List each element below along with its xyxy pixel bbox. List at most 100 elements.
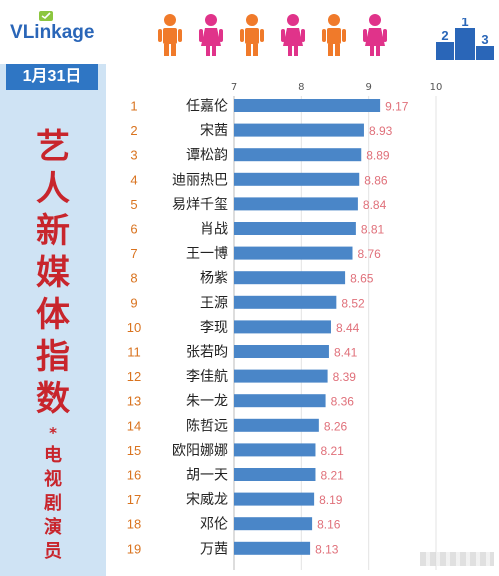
rank-label: 6 bbox=[130, 222, 137, 237]
rank-label: 5 bbox=[130, 197, 137, 212]
value-label: 8.44 bbox=[336, 321, 360, 335]
logo-rest: Linkage bbox=[22, 22, 95, 43]
date-label: 1月31日 bbox=[6, 64, 98, 90]
rank-label: 8 bbox=[130, 271, 137, 286]
category-label: 张若昀 bbox=[186, 345, 228, 361]
person-orange-icon bbox=[322, 14, 346, 56]
rank-label: 16 bbox=[127, 468, 141, 483]
podium-icon: 2 1 3 bbox=[436, 18, 494, 60]
rank-label: 19 bbox=[127, 541, 141, 556]
title-char: 指 bbox=[36, 337, 70, 377]
podium-number: 2 bbox=[441, 28, 448, 43]
bar bbox=[234, 123, 364, 137]
value-label: 8.39 bbox=[333, 370, 357, 384]
category-label: 万茜 bbox=[200, 541, 228, 557]
logo-badge-icon bbox=[39, 11, 53, 21]
category-label: 王源 bbox=[200, 295, 228, 311]
title-char: 新 bbox=[36, 211, 70, 251]
title-char: 电 bbox=[44, 445, 62, 466]
category-label: 胡一天 bbox=[186, 468, 228, 484]
rank-label: 9 bbox=[130, 295, 137, 310]
value-label: 8.52 bbox=[341, 296, 365, 310]
rank-label: 18 bbox=[127, 517, 141, 532]
value-label: 9.17 bbox=[385, 100, 409, 114]
rank-label: 17 bbox=[127, 492, 141, 507]
value-label: 8.84 bbox=[363, 198, 387, 212]
x-tick-label: 10 bbox=[430, 82, 443, 93]
value-label: 8.93 bbox=[369, 124, 393, 138]
bar bbox=[234, 271, 346, 285]
value-label: 8.81 bbox=[361, 223, 385, 237]
vertical-title: 艺人新媒体指数 bbox=[0, 126, 106, 420]
bar bbox=[234, 172, 360, 186]
value-label: 8.21 bbox=[320, 444, 344, 458]
value-label: 8.19 bbox=[319, 493, 343, 507]
vlinkage-logo: VLinkage bbox=[10, 22, 95, 44]
x-tick-label: 7 bbox=[231, 82, 237, 93]
title-char: 视 bbox=[44, 469, 62, 490]
title-char: 媒 bbox=[36, 253, 70, 293]
rank-label: 7 bbox=[130, 246, 137, 261]
title-char: 员 bbox=[44, 541, 62, 562]
rank-label: 15 bbox=[127, 443, 141, 458]
x-tick-label: 8 bbox=[298, 82, 304, 93]
podium-number: 1 bbox=[461, 18, 468, 29]
bar bbox=[234, 295, 337, 309]
bar bbox=[234, 99, 381, 112]
category-label: 谭松韵 bbox=[186, 148, 228, 164]
category-label: 李现 bbox=[200, 320, 228, 336]
bar bbox=[234, 468, 316, 481]
category-label: 肖战 bbox=[200, 222, 228, 238]
category-label: 陈哲远 bbox=[186, 417, 228, 434]
bar bbox=[234, 492, 315, 506]
header-banner: VLinkage 2 1 3 bbox=[0, 0, 499, 64]
category-label: 易烊千玺 bbox=[172, 197, 228, 213]
bar bbox=[234, 517, 313, 531]
people-icons bbox=[158, 14, 387, 56]
left-panel: 1月31日 艺人新媒体指数 * 电视剧演员 bbox=[0, 64, 106, 576]
bar bbox=[234, 418, 319, 432]
category-label: 朱一龙 bbox=[186, 394, 228, 410]
value-label: 8.36 bbox=[331, 395, 355, 409]
title-asterisk: * bbox=[49, 424, 57, 442]
person-pink-icon bbox=[199, 14, 223, 56]
rank-label: 13 bbox=[127, 394, 141, 409]
category-label: 王一博 bbox=[186, 245, 228, 262]
category-label: 任嘉伦 bbox=[186, 99, 228, 115]
watermark bbox=[420, 552, 494, 566]
logo-v: V bbox=[10, 22, 23, 43]
bar bbox=[234, 443, 316, 457]
bar bbox=[234, 222, 356, 235]
bar bbox=[234, 345, 329, 358]
rank-label: 11 bbox=[127, 345, 141, 360]
category-label: 李佳航 bbox=[186, 369, 228, 385]
rank-label: 10 bbox=[127, 320, 141, 335]
bar bbox=[234, 541, 311, 555]
value-label: 8.13 bbox=[315, 542, 339, 556]
title-char: 演 bbox=[44, 517, 62, 538]
rank-label: 4 bbox=[130, 172, 137, 187]
title-char: 艺 bbox=[36, 127, 70, 167]
person-orange-icon bbox=[240, 14, 264, 56]
rank-label: 1 bbox=[130, 99, 137, 114]
title-char: 数 bbox=[36, 379, 70, 419]
rank-label: 12 bbox=[127, 369, 141, 384]
x-tick-label: 9 bbox=[365, 82, 371, 93]
bar-chart: 7 8 9 10 1 任嘉伦 9.17 2 宋茜 8.93 3 谭松韵 8.89 4 迪丽热巴 8.86 5 易烊… bbox=[127, 82, 443, 570]
title-char: 剧 bbox=[44, 493, 62, 514]
value-label: 8.26 bbox=[324, 419, 348, 433]
category-label: 邓伦 bbox=[200, 517, 228, 533]
vertical-subtitle: 电视剧演员 bbox=[0, 444, 106, 564]
value-label: 8.16 bbox=[317, 518, 341, 532]
value-label: 8.86 bbox=[364, 173, 388, 187]
category-label: 迪丽热巴 bbox=[172, 172, 228, 188]
value-label: 8.65 bbox=[350, 272, 374, 286]
bar bbox=[234, 197, 358, 211]
bar bbox=[234, 320, 331, 334]
bar bbox=[234, 394, 326, 408]
person-pink-icon bbox=[281, 14, 305, 56]
rank-label: 2 bbox=[130, 123, 137, 138]
category-label: 宋茜 bbox=[200, 123, 228, 139]
rank-label: 3 bbox=[130, 148, 137, 163]
category-label: 欧阳娜娜 bbox=[172, 443, 228, 459]
